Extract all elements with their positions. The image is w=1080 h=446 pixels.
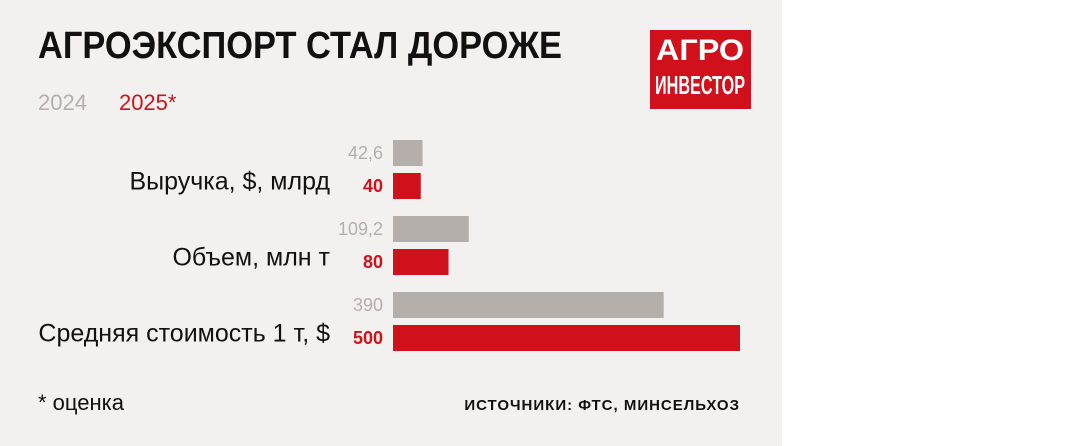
- bar: [393, 173, 421, 199]
- legend-label: 2024: [38, 90, 87, 115]
- bar: [393, 140, 423, 166]
- category-label: Средняя стоимость 1 т, $: [38, 320, 330, 348]
- source: ИСТОЧНИКИ: ФТС, МИНСЕЛЬХОЗ: [464, 397, 740, 414]
- value-label: 500: [353, 328, 383, 348]
- value-label: 40: [363, 176, 383, 196]
- footnote: * оценка: [38, 390, 125, 415]
- logo-text: ИНВЕСТОР: [655, 70, 745, 100]
- bar: [393, 325, 740, 351]
- logo: [650, 30, 751, 109]
- value-label: 390: [353, 295, 383, 315]
- bar: [393, 292, 664, 318]
- category-label: Объем, млн т: [172, 244, 330, 272]
- bar: [393, 216, 469, 242]
- logo-text: АГРО: [656, 34, 744, 67]
- value-label: 109,2: [338, 219, 383, 239]
- value-label: 80: [363, 252, 383, 272]
- value-label: 42,6: [348, 143, 383, 163]
- legend-label: 2025*: [119, 90, 177, 115]
- chart-title: АГРОЭКСПОРТ СТАЛ ДОРОЖЕ: [38, 25, 562, 67]
- category-label: Выручка, $, млрд: [129, 168, 330, 196]
- bar: [393, 249, 449, 275]
